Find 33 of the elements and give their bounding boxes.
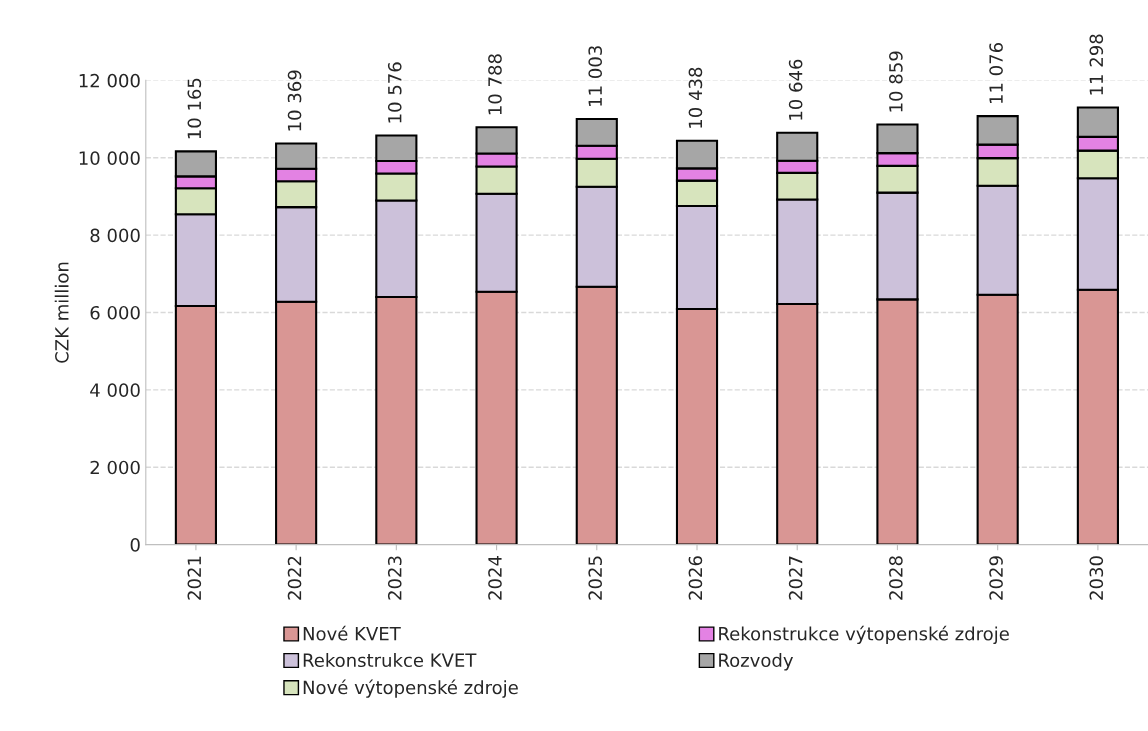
x-tick-label: 2023 bbox=[387, 556, 402, 600]
x-tick-label: 2025 bbox=[588, 556, 603, 600]
x-tick-label: 2029 bbox=[989, 556, 1003, 600]
total-label: 11 298 bbox=[1089, 34, 1104, 95]
y-tick-label: 12 000 bbox=[79, 73, 140, 88]
x-tick-label: 2024 bbox=[488, 556, 502, 600]
y-tick-label: 2 000 bbox=[90, 460, 140, 475]
x-tick-label: 2022 bbox=[287, 556, 302, 600]
y-tick-label: 4 000 bbox=[90, 383, 140, 397]
legend-label: Nové KVET bbox=[303, 625, 401, 641]
legend-label: Rekonstrukce KVET bbox=[303, 653, 477, 668]
total-label: 10 165 bbox=[187, 78, 202, 139]
total-label: 10 369 bbox=[287, 70, 302, 131]
y-tick-label: 8 000 bbox=[90, 228, 140, 243]
x-tick-label: 2028 bbox=[889, 556, 903, 600]
total-label: 10 859 bbox=[889, 51, 903, 112]
x-tick-label: 2026 bbox=[688, 556, 703, 600]
x-tick-label: 2021 bbox=[187, 556, 202, 600]
x-tick-label: 2027 bbox=[788, 556, 803, 600]
y-tick-label: 0 bbox=[130, 538, 140, 552]
x-tick-label: 2030 bbox=[1089, 556, 1104, 600]
legend-label: Rozvody bbox=[719, 653, 794, 671]
total-label: 10 788 bbox=[488, 54, 502, 115]
total-label: 11 003 bbox=[588, 46, 603, 106]
total-label: 10 576 bbox=[387, 62, 402, 123]
total-label: 11 076 bbox=[989, 43, 1003, 104]
legend-label: Rekonstrukce výtopenské zdroje bbox=[719, 625, 1009, 645]
y-tick-label: 10 000 bbox=[79, 151, 140, 165]
total-label: 10 438 bbox=[688, 67, 703, 128]
y-axis-title: CZK million bbox=[54, 262, 69, 363]
legend-label: Nové výtopenské zdroje bbox=[303, 679, 518, 698]
y-tick-label: 6 000 bbox=[90, 305, 140, 320]
total-label: 10 646 bbox=[788, 59, 803, 120]
